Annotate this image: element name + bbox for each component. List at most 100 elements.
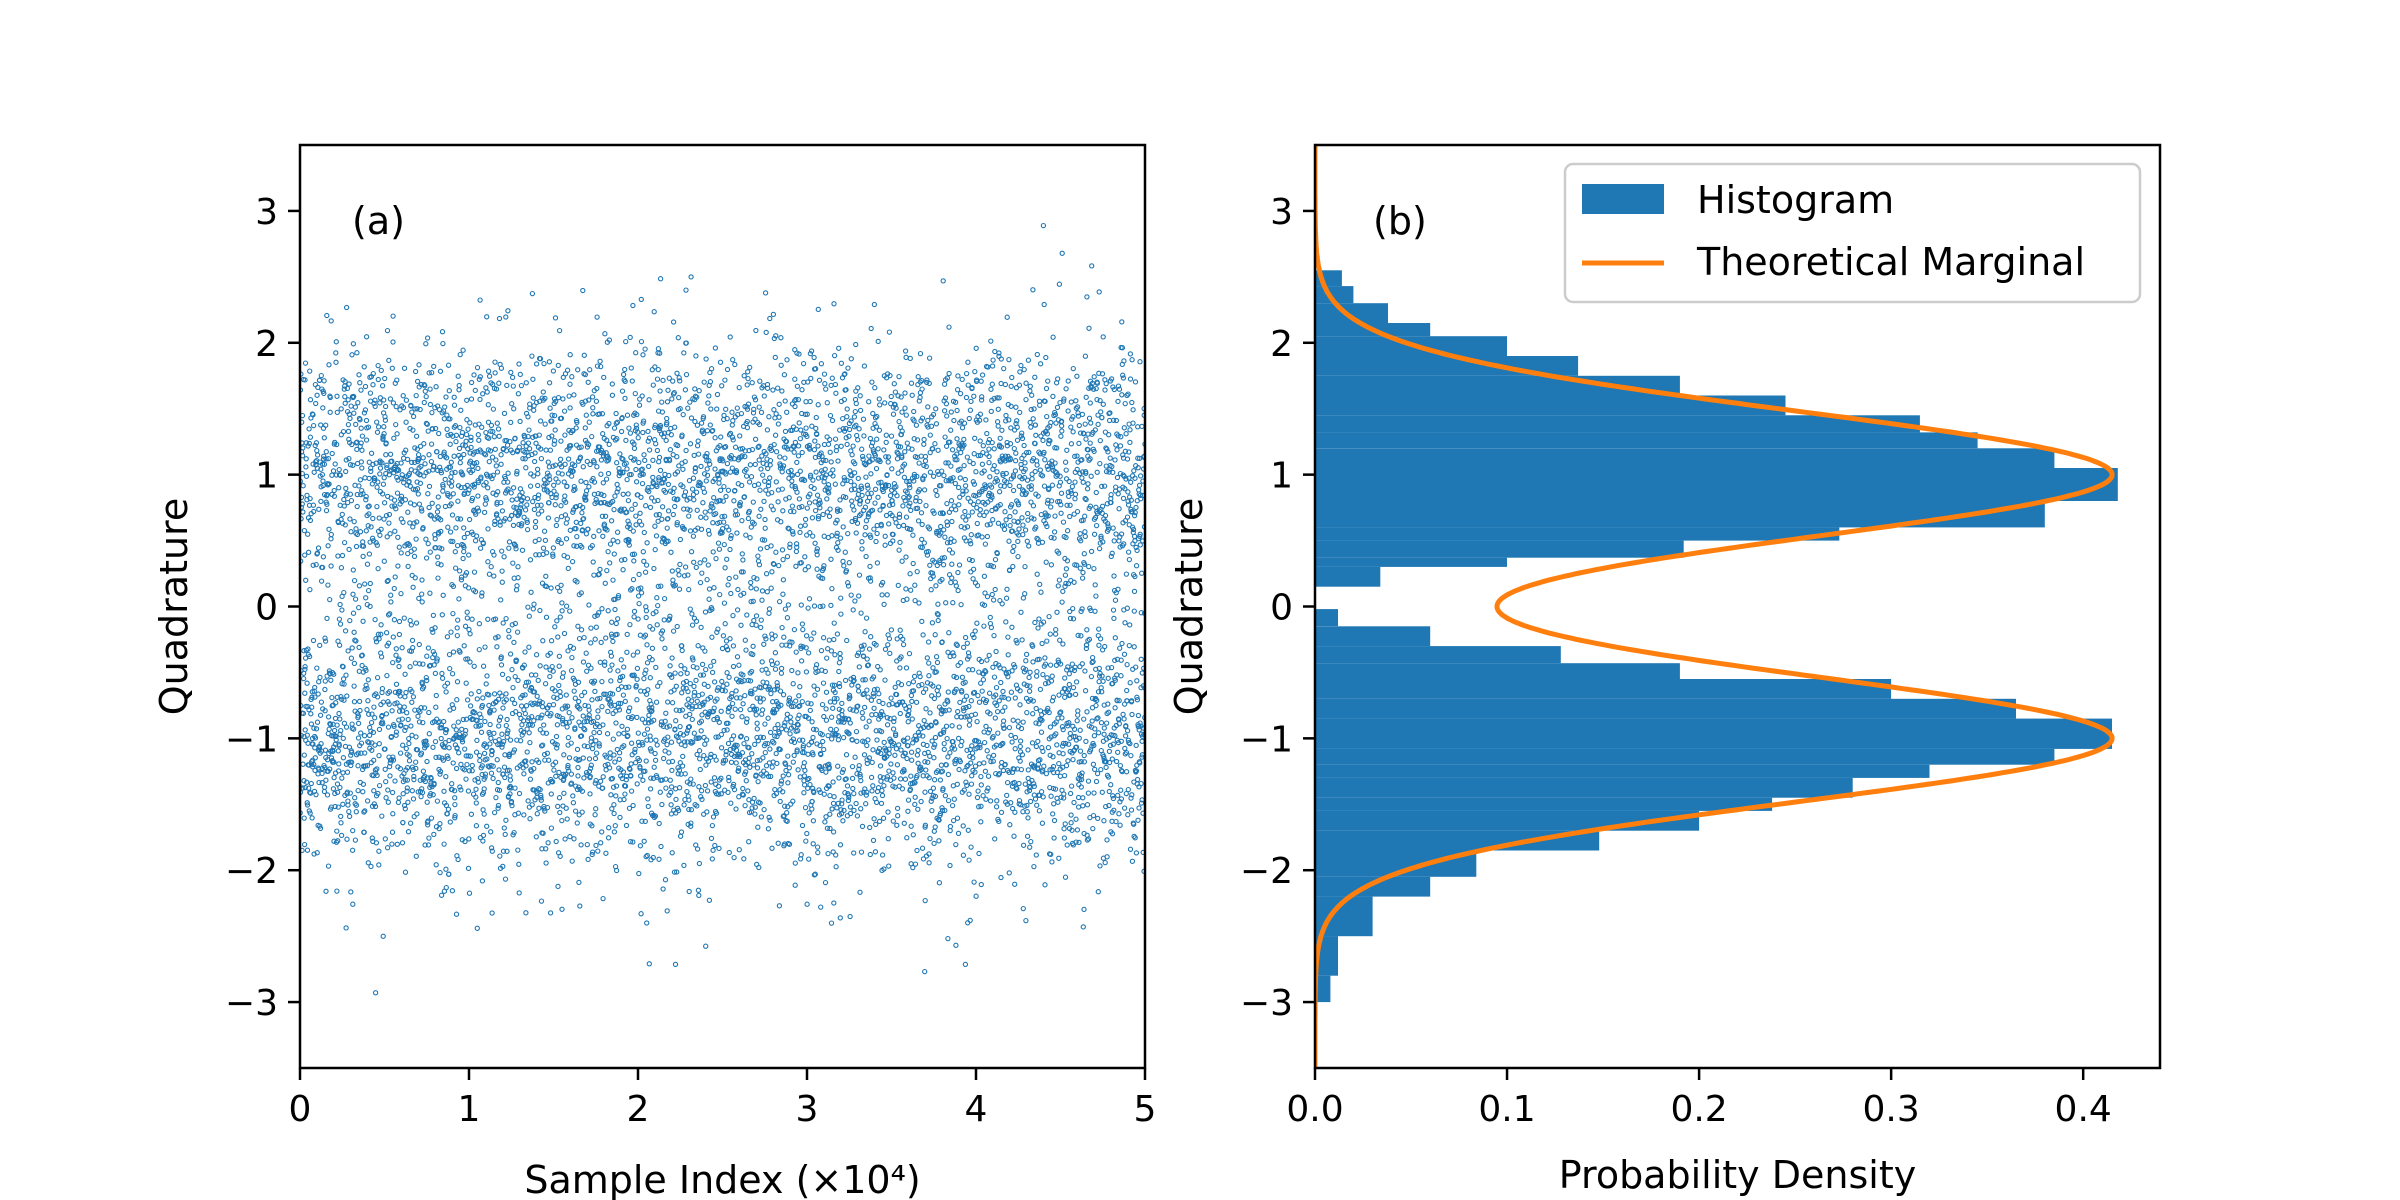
scatter-point [387, 773, 393, 779]
scatter-point [461, 544, 467, 550]
scatter-point [310, 637, 317, 644]
scatter-point [347, 462, 354, 468]
scatter-point [406, 478, 412, 485]
scatter-point [395, 534, 401, 540]
scatter-point [413, 765, 419, 772]
scatter-point [416, 595, 422, 602]
scatter-point [425, 428, 431, 434]
scatter-point [450, 610, 456, 617]
scatter-point [323, 449, 329, 455]
scatter-point [364, 707, 370, 713]
scatter-point [417, 443, 424, 449]
scatter-point [362, 383, 369, 390]
scatter-point [376, 726, 383, 733]
scatter-point [319, 564, 326, 571]
scatter-point [433, 692, 439, 699]
scatter-point [411, 813, 417, 820]
scatter-point [411, 546, 417, 552]
scatter-point [431, 662, 437, 668]
scatter-point [418, 750, 425, 756]
scatter-point [371, 801, 377, 807]
scatter-point [386, 701, 392, 707]
scatter-point [341, 386, 347, 392]
scatter-point [390, 754, 396, 760]
scatter-point [305, 646, 311, 652]
scatter-point [304, 680, 310, 686]
scatter-point [300, 732, 305, 739]
scatter-point [437, 771, 443, 777]
scatter-point [340, 676, 347, 682]
scatter-point [357, 380, 363, 386]
scatter-point [451, 723, 457, 729]
scatter-point [373, 636, 379, 642]
scatter-point [390, 313, 396, 319]
scatter-point [351, 518, 357, 525]
scatter-point [452, 565, 459, 571]
scatter-point [354, 503, 360, 510]
scatter-point [383, 512, 390, 519]
scatter-point [382, 766, 388, 772]
scatter-point [306, 653, 313, 660]
scatter-point [356, 644, 362, 651]
scatter-point [394, 377, 400, 383]
scatter-point [371, 788, 377, 794]
scatter-point [350, 462, 356, 468]
scatter-point [411, 553, 418, 560]
scatter-point [326, 726, 332, 732]
scatter-point [300, 494, 305, 501]
scatter-point [393, 403, 399, 410]
scatter-point [447, 819, 453, 825]
scatter-point [398, 475, 405, 481]
scatter-point [323, 777, 329, 783]
scatter-point [464, 615, 470, 621]
scatter-point [337, 784, 343, 791]
scatter-point [364, 685, 370, 692]
scatter-point [438, 562, 444, 568]
scatter-point [384, 643, 390, 649]
scatter-point [457, 460, 463, 466]
scatter-point [405, 550, 411, 557]
scatter-point [455, 516, 461, 522]
scatter-point [363, 417, 370, 424]
scatter-point [346, 436, 352, 442]
scatter-point [350, 591, 356, 597]
scatter-point [438, 517, 444, 523]
scatter-point [353, 802, 360, 808]
scatter-point [430, 612, 437, 619]
scatter-point [376, 848, 382, 854]
scatter-point [325, 543, 331, 549]
scatter-point [336, 710, 342, 717]
scatter-point [453, 525, 459, 531]
scatter-point [427, 386, 433, 392]
scatter-points [300, 222, 1145, 996]
scatter-point [464, 609, 470, 615]
scatter-point [372, 990, 379, 996]
scatter-point [323, 456, 329, 462]
scatter-point [428, 513, 434, 519]
scatter-point [313, 400, 319, 407]
scatter-point [307, 495, 313, 502]
scatter-point [375, 376, 381, 383]
scatter-point [455, 617, 461, 623]
scatter-point [457, 455, 464, 461]
scatter-point [452, 815, 458, 821]
scatter-point [316, 506, 322, 512]
scatter-point [344, 693, 350, 699]
scatter-point [394, 490, 401, 496]
scatter-point [380, 933, 386, 939]
scatter-point [356, 698, 363, 705]
scatter-point [463, 570, 470, 576]
scatter-point [351, 660, 358, 667]
scatter-point [460, 555, 466, 562]
scatter-point [405, 563, 411, 570]
scatter-point [374, 503, 380, 510]
scatter-point [413, 734, 419, 740]
scatter-point [435, 504, 441, 510]
scatter-point [321, 784, 328, 790]
scatter-point [390, 811, 396, 817]
scatter-point [305, 549, 312, 555]
scatter-point [410, 427, 416, 433]
scatter-point [300, 710, 307, 717]
scatter-point [391, 723, 397, 730]
scatter-point [343, 672, 349, 678]
